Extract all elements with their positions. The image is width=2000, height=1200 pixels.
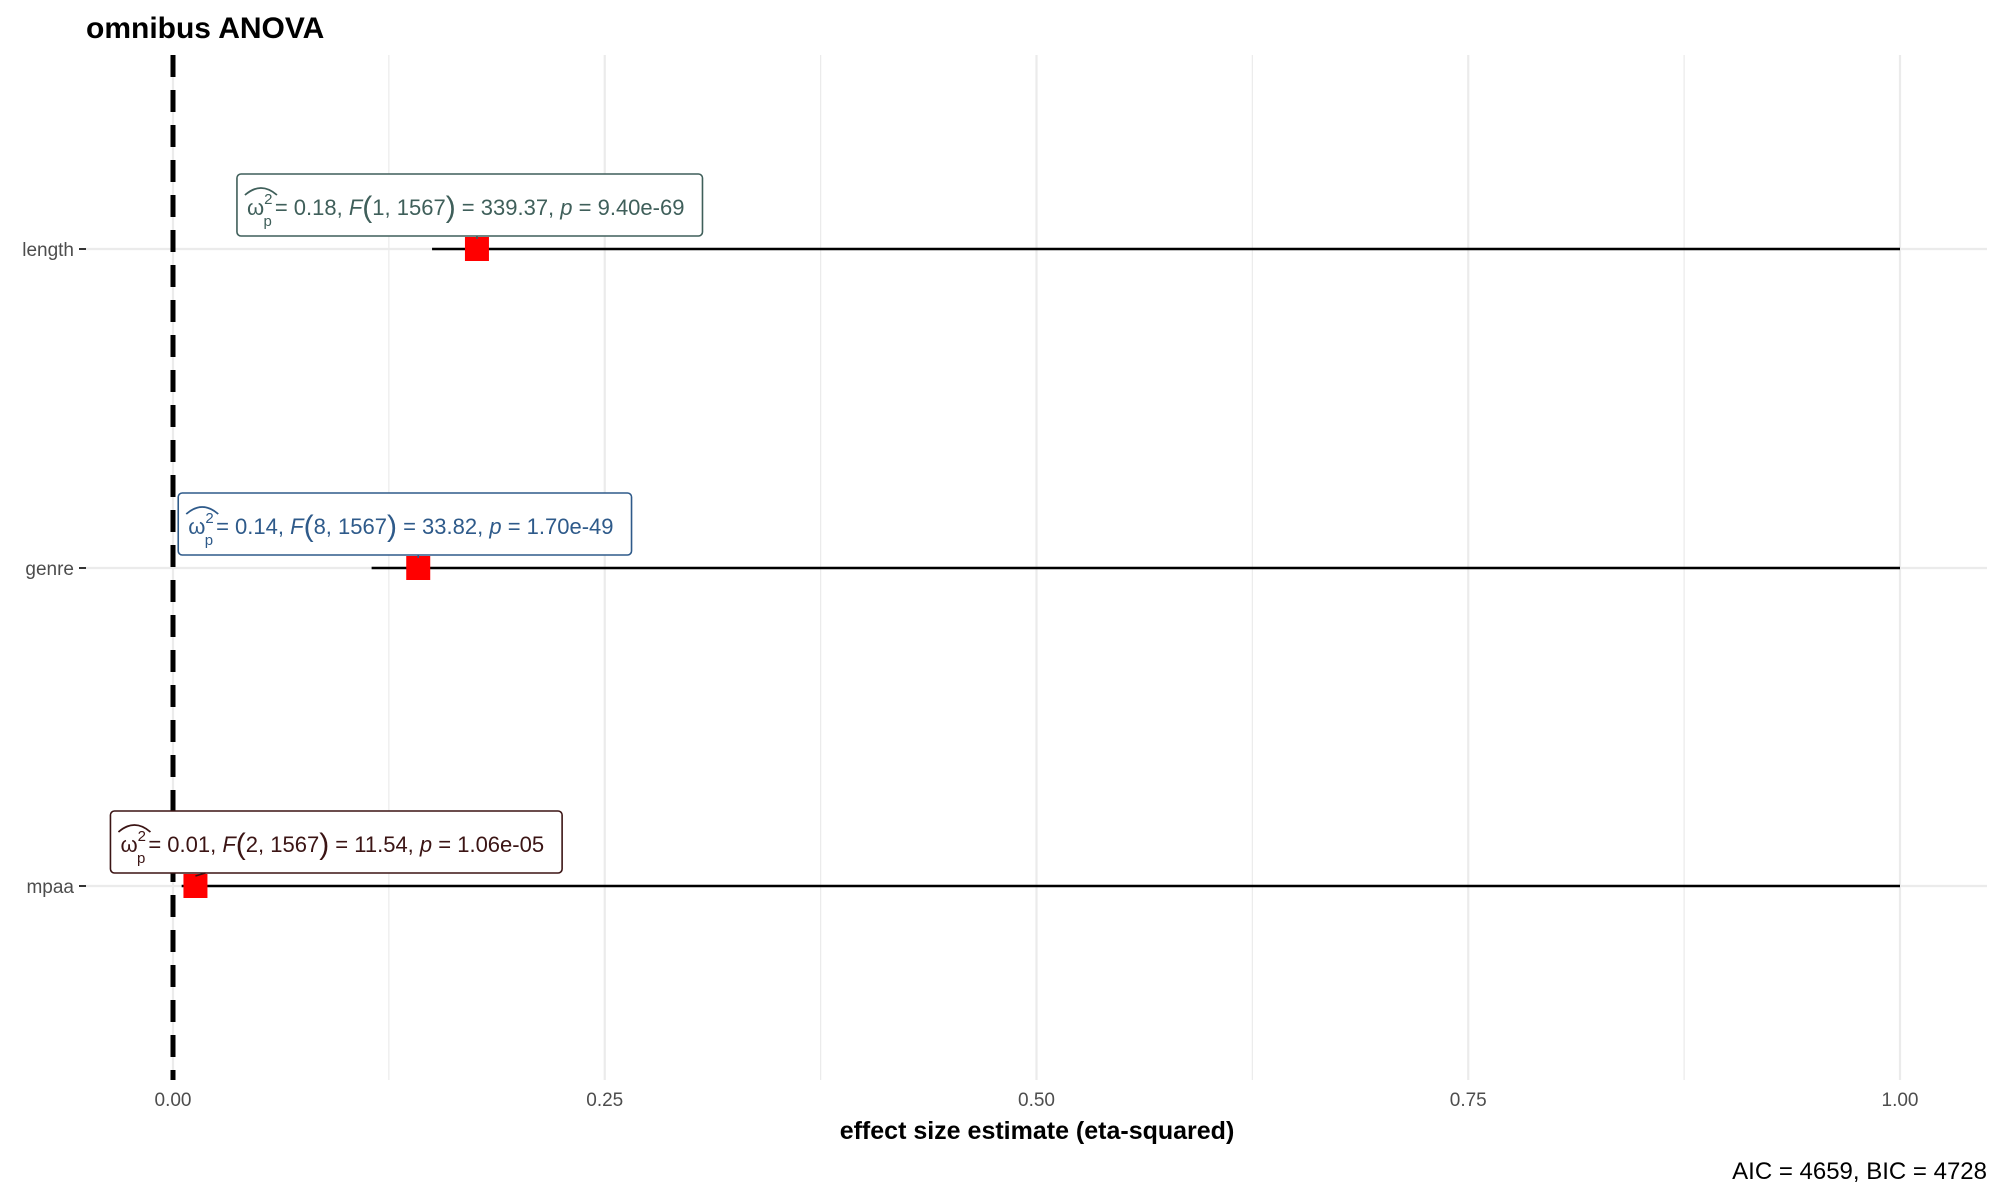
estimate-point-length (464, 237, 489, 261)
estimate-point-layer (183, 237, 489, 898)
close-paren: ) (387, 510, 397, 543)
stat-value-text: = 339.37, (456, 195, 561, 220)
svg-text:ω2p= 0.14, F(8, 1567) = 33.82,: ω2 p= 0.14, F(8, 1567) = 33.82, p = 1.70e… (188, 510, 613, 549)
omega-symbol: ω (120, 832, 137, 857)
x-tick-label-2: 0.50 (1018, 1090, 1055, 1111)
annotation-genre: ω2 p= 0.14, F(8, 1567) = 33.82, p = 1.70e… (177, 492, 633, 558)
hat-mark (244, 187, 278, 196)
omega-symbol: ω (188, 514, 205, 539)
stat-symbol: F (349, 195, 364, 220)
df-text: 2, 1567 (246, 832, 319, 857)
superscript: 2 (264, 191, 272, 208)
annotation-layer: ω2 p= 0.18, F(1, 1567) = 339.37, p = 9.40… (109, 173, 704, 877)
estimate-text: = 0.18, (275, 195, 349, 220)
p-value-text: = 1.70e-49 (502, 514, 614, 539)
annotation-connector (195, 872, 206, 877)
annotation-length: ω2 p= 0.18, F(1, 1567) = 339.37, p = 9.40… (236, 173, 704, 239)
df-text: 1, 1567 (372, 195, 445, 220)
estimate-text: = 0.14, (216, 514, 290, 539)
x-tick-label-0: 0.00 (155, 1090, 192, 1111)
estimate-text: = 0.01, (148, 832, 222, 857)
annotation-box (236, 173, 704, 237)
estimate-point-genre (406, 556, 431, 580)
estimate-point-mpaa (183, 874, 208, 898)
stat-symbol: F (222, 832, 237, 857)
hat-mark (117, 824, 152, 833)
open-paren: ( (304, 510, 314, 543)
x-tick-label-3: 0.75 (1450, 1090, 1487, 1111)
y-tick-label-mpaa: mpaa (26, 877, 74, 898)
x-tick-label-4: 1.00 (1882, 1090, 1919, 1111)
subscript: p (137, 850, 145, 867)
superscript: 2 (138, 828, 146, 845)
superscript: 2 (205, 510, 213, 527)
p-value-text: = 9.40e-69 (573, 195, 685, 220)
stat-symbol: F (290, 514, 305, 539)
axis-layer: 0.00 0.25 0.50 0.75 1.00 length genre mpaa (22, 240, 1918, 1111)
annotation-mpaa: ω2 p= 0.01, F(2, 1567) = 11.54, p = 1.06e… (109, 810, 563, 877)
open-paren: ( (236, 828, 246, 861)
hat-mark (185, 506, 219, 515)
confidence-interval-layer (181, 247, 1900, 888)
y-tick-label-length: length (22, 240, 74, 261)
x-tick-label-1: 0.25 (586, 1090, 623, 1111)
close-paren: ) (446, 191, 456, 224)
p-symbol: p (419, 832, 432, 857)
y-tick-label-genre: genre (25, 559, 74, 580)
subscript: p (263, 213, 271, 230)
close-paren: ) (319, 828, 329, 861)
p-symbol: p (488, 514, 501, 539)
open-paren: ( (362, 191, 372, 224)
svg-text:ω2p= 0.18, F(1, 1567) = 339.37: ω2 p= 0.18, F(1, 1567) = 339.37, p = 9.40… (247, 191, 685, 230)
chart-title: omnibus ANOVA (86, 12, 324, 45)
stat-value-text: = 11.54, (329, 832, 420, 857)
svg-text:ω2p= 0.01, F(2, 1567) = 11.54,: ω2 p= 0.01, F(2, 1567) = 11.54, p = 1.06e… (120, 828, 544, 867)
p-symbol: p (559, 195, 572, 220)
subscript: p (205, 532, 213, 549)
chart-caption: AIC = 4659, BIC = 4728 (1732, 1158, 1987, 1185)
df-text: 8, 1567 (314, 514, 387, 539)
annotation-box (177, 492, 633, 556)
annotation-box (109, 810, 563, 874)
stat-value-text: = 33.82, (397, 514, 489, 539)
omega-symbol: ω (247, 195, 264, 220)
p-value-text: = 1.06e-05 (432, 832, 544, 857)
x-axis-title: effect size estimate (eta-squared) (840, 1117, 1235, 1145)
